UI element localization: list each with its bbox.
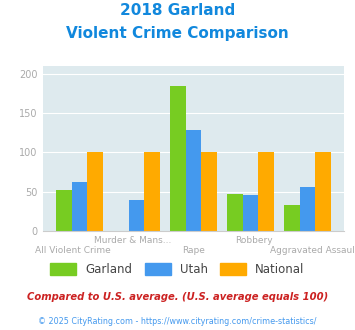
Bar [284,205,300,231]
Legend: Garland, Utah, National: Garland, Utah, National [46,258,309,281]
Bar [170,86,186,231]
Text: Aggravated Assault: Aggravated Assault [270,246,355,255]
Bar [87,152,103,231]
Bar [300,187,315,231]
Text: Robbery: Robbery [235,236,273,245]
Text: Violent Crime Comparison: Violent Crime Comparison [66,26,289,41]
Bar [258,152,274,231]
Text: Compared to U.S. average. (U.S. average equals 100): Compared to U.S. average. (U.S. average … [27,292,328,302]
Bar [144,152,159,231]
Bar [315,152,331,231]
Bar [243,195,258,231]
Bar [56,190,72,231]
Text: Rape: Rape [182,246,205,255]
Text: Murder & Mans...: Murder & Mans... [94,236,172,245]
Bar [201,152,217,231]
Text: 2018 Garland: 2018 Garland [120,3,235,18]
Bar [186,130,201,231]
Bar [129,200,144,231]
Text: All Violent Crime: All Violent Crime [35,246,111,255]
Text: © 2025 CityRating.com - https://www.cityrating.com/crime-statistics/: © 2025 CityRating.com - https://www.city… [38,317,317,326]
Bar [228,194,243,231]
Bar [72,182,87,231]
